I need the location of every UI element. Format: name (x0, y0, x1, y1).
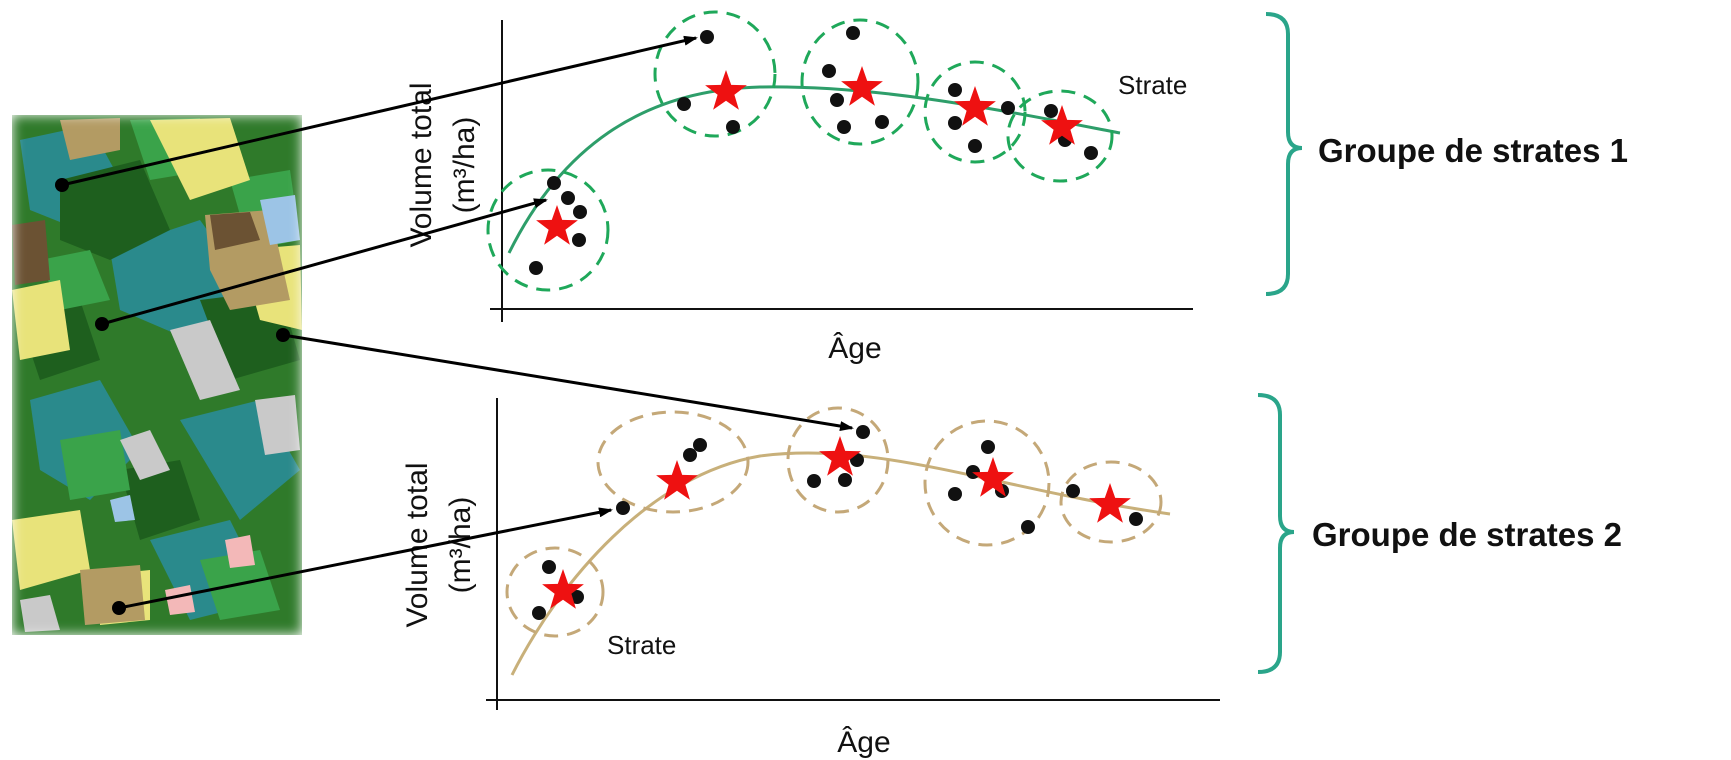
chart-group-2: Volume total (m³/ha) Âge Strate (401, 398, 1220, 759)
red-star-icon (819, 436, 861, 476)
chart2-growth-curve (510, 451, 1171, 676)
chart1-strate-circle-2 (653, 10, 777, 138)
chart1-x-axis-title: Âge (828, 332, 881, 365)
red-star-icon (1089, 483, 1131, 523)
chart1-strate-circle-4 (923, 60, 1027, 164)
red-star-icon (841, 66, 883, 106)
chart2-strate-circle-3 (786, 406, 890, 514)
chart-group-1: Volume total (m³/ha) Âge Strate (405, 10, 1193, 365)
group2-bracket (1257, 393, 1295, 674)
chart1-strate-circle-5 (1006, 89, 1114, 183)
group2-label: Groupe de strates 2 (1312, 516, 1622, 553)
chart2-strate-circle-4 (923, 419, 1051, 547)
arrow-map-to-chart1-strate2 (61, 35, 698, 187)
forest-strata-map-image (12, 115, 302, 635)
map-brown-patches (12, 212, 260, 285)
red-star-icon (705, 70, 747, 110)
chart2-strate-circle-1 (505, 546, 605, 638)
arrow-origin-dots (55, 178, 290, 615)
chart2-strate-circle-2 (596, 410, 750, 514)
red-star-icon (536, 205, 578, 245)
group1-bracket (1265, 12, 1303, 296)
chart1-y-axis-title-line2: (m³/ha) (448, 117, 481, 214)
map-lightblue-patches (110, 195, 300, 522)
chart1-y-axis-title-line1: Volume total (405, 82, 438, 247)
chart1-strate-circle-3 (800, 18, 920, 146)
chart2-strate-circle-5 (1059, 460, 1163, 544)
chart2-strate-label: Strate (607, 630, 676, 660)
chart1-strate-circle-1 (486, 168, 610, 292)
arrow-map-to-chart2-strate3 (282, 333, 854, 431)
chart1-data-points (529, 26, 1098, 275)
map-pink-patches (165, 535, 255, 615)
chart2-strata-circles (505, 406, 1163, 638)
chart2-y-axis-title-line2: (m³/ha) (444, 497, 477, 594)
chart2-x-axis-title: Âge (837, 726, 890, 759)
chart1-growth-curve (507, 85, 1121, 254)
map-to-chart-arrows (61, 35, 854, 610)
arrow-map-to-chart2-strate2 (118, 507, 613, 610)
arrow-map-to-chart1-strate1 (101, 198, 548, 326)
map-gray-patches (20, 320, 300, 632)
group1-label: Groupe de strates 1 (1318, 132, 1628, 169)
chart1-strate-label: Strate (1118, 70, 1187, 100)
chart1-strata-circles (486, 10, 1114, 292)
red-star-icon (656, 460, 698, 500)
